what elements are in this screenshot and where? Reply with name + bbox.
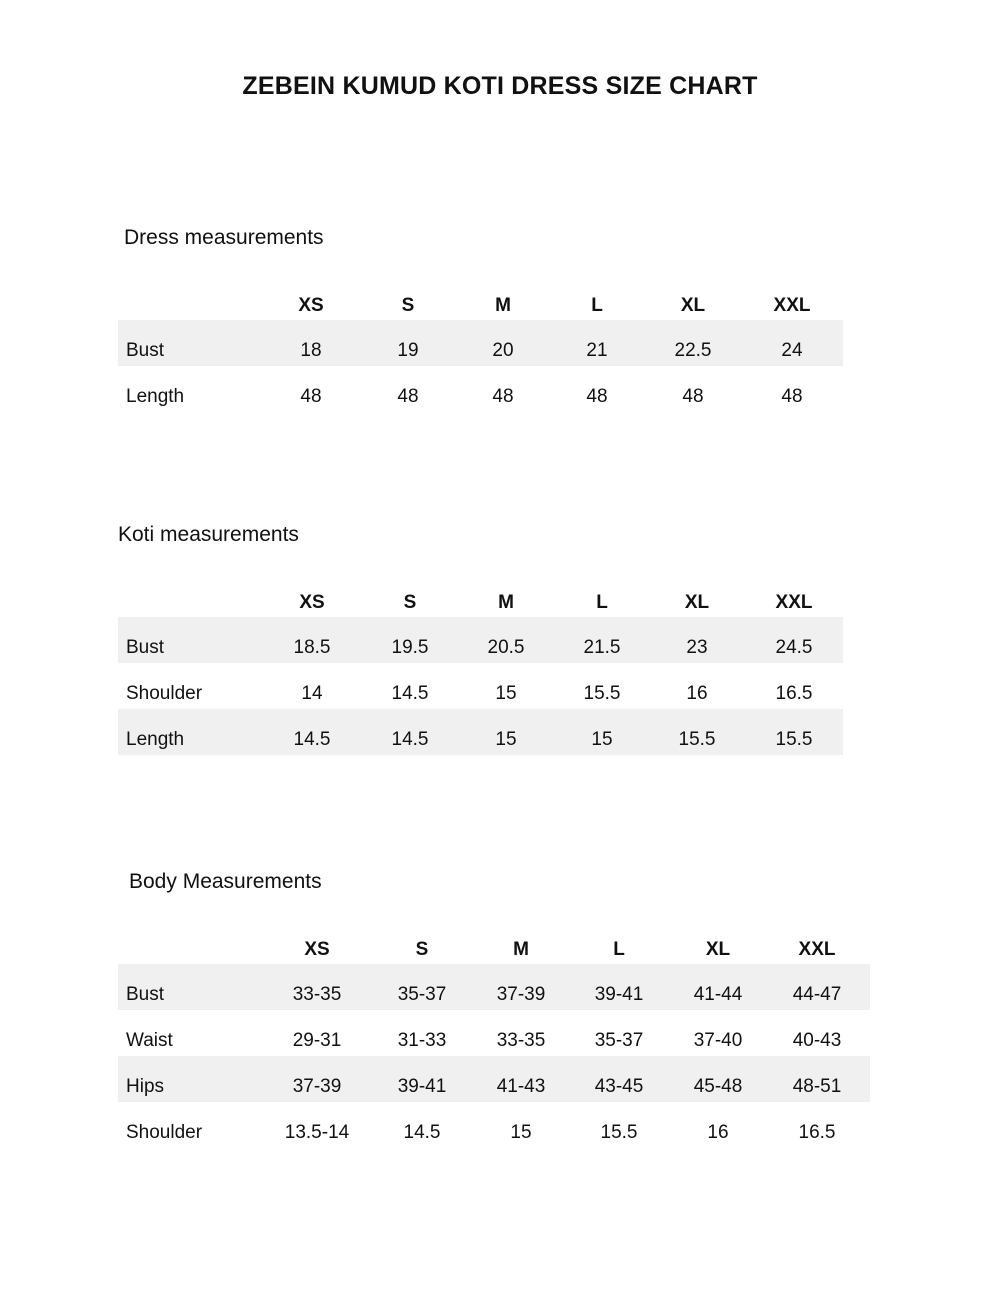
table-cell: 48 — [781, 386, 803, 407]
table-row: Hips 37-39 39-41 41-43 43-45 45-48 48-51 — [118, 1056, 870, 1102]
size-header: XS — [298, 295, 324, 316]
size-header: XXL — [773, 295, 811, 316]
table-cell: 21.5 — [583, 637, 621, 658]
table-cell: 16 — [686, 683, 708, 704]
section-heading: Dress measurements — [124, 226, 324, 249]
section-heading: Body Measurements — [129, 870, 322, 893]
table-cell: 14.5 — [391, 683, 429, 704]
table-cell: 20.5 — [487, 637, 525, 658]
size-header: XXL — [798, 939, 836, 960]
table-cell: 35-37 — [594, 1030, 644, 1051]
row-label: Shoulder — [126, 1122, 203, 1143]
table-cell: 48 — [300, 386, 322, 407]
row-label: Bust — [126, 637, 165, 658]
table-cell: 16.5 — [775, 683, 813, 704]
table-cell: 48 — [586, 386, 608, 407]
table-cell: 14 — [301, 683, 323, 704]
size-header: S — [401, 295, 415, 316]
table-cell: 41-44 — [693, 984, 743, 1005]
table-cell: 14.5 — [391, 729, 429, 750]
table-cell: 14.5 — [293, 729, 331, 750]
table-row: Bust 18.5 19.5 20.5 21.5 23 24.5 — [118, 617, 843, 663]
table-cell: 48 — [397, 386, 419, 407]
table-cell: 43-45 — [594, 1076, 644, 1097]
table-cell: 44-47 — [792, 984, 842, 1005]
table-cell: 14.5 — [403, 1122, 441, 1143]
table-row: Shoulder 13.5-14 14.5 15 15.5 16 16.5 — [118, 1102, 870, 1148]
table-row: Waist 29-31 31-33 33-35 35-37 37-40 40-43 — [118, 1010, 870, 1056]
table-cell: 33-35 — [292, 984, 342, 1005]
table-cell: 37-39 — [292, 1076, 342, 1097]
table-cell: 19 — [397, 340, 419, 361]
table-cell: 48 — [682, 386, 704, 407]
table-cell: 15.5 — [678, 729, 716, 750]
table-cell: 15.5 — [600, 1122, 638, 1143]
size-header: L — [591, 295, 603, 316]
size-header: M — [513, 939, 529, 960]
size-header: L — [596, 592, 608, 613]
table-cell: 39-41 — [594, 984, 644, 1005]
size-header: S — [415, 939, 429, 960]
table-row: Length 48 48 48 48 48 48 — [118, 366, 843, 412]
table-cell: 16.5 — [798, 1122, 836, 1143]
row-label: Bust — [126, 984, 165, 1005]
table-cell: 48-51 — [792, 1076, 842, 1097]
table-cell: 37-39 — [496, 984, 546, 1005]
table-cell: 29-31 — [292, 1030, 342, 1051]
table-cell: 15.5 — [583, 683, 621, 704]
size-header: XS — [299, 592, 325, 613]
table-row: Length 14.5 14.5 15 15 15.5 15.5 — [118, 709, 843, 755]
size-header: XS — [304, 939, 330, 960]
table-cell: 24.5 — [775, 637, 813, 658]
table-cell: 15 — [495, 729, 517, 750]
table-cell: 40-43 — [792, 1030, 842, 1051]
table-cell: 31-33 — [397, 1030, 447, 1051]
size-header: L — [613, 939, 625, 960]
table-cell: 21 — [586, 340, 608, 361]
table-cell: 41-43 — [496, 1076, 546, 1097]
size-header: M — [495, 295, 511, 316]
table-cell: 37-40 — [693, 1030, 743, 1051]
row-label: Bust — [126, 340, 165, 361]
table-cell: 18 — [300, 340, 322, 361]
row-label: Hips — [126, 1076, 165, 1097]
size-header: S — [403, 592, 417, 613]
table-cell: 22.5 — [674, 340, 712, 361]
table-cell: 15 — [495, 683, 517, 704]
size-header: XL — [680, 295, 706, 316]
row-label: Shoulder — [126, 683, 203, 704]
table-cell: 19.5 — [391, 637, 429, 658]
table-cell: 35-37 — [397, 984, 447, 1005]
size-header: M — [498, 592, 514, 613]
table-cell: 20 — [492, 340, 514, 361]
row-label: Length — [126, 386, 185, 407]
table-cell: 39-41 — [397, 1076, 447, 1097]
table-cell: 48 — [492, 386, 514, 407]
table-row: Bust 33-35 35-37 37-39 39-41 41-44 44-47 — [118, 964, 870, 1010]
table-cell: 15.5 — [775, 729, 813, 750]
table-cell: 33-35 — [496, 1030, 546, 1051]
row-label: Waist — [126, 1030, 173, 1051]
table-row: Bust 18 19 20 21 22.5 24 — [118, 320, 843, 366]
row-label: Length — [126, 729, 185, 750]
size-header: XL — [705, 939, 731, 960]
page-title: ZEBEIN KUMUD KOTI DRESS SIZE CHART — [242, 72, 758, 100]
table-cell: 45-48 — [693, 1076, 743, 1097]
size-header: XL — [684, 592, 710, 613]
table-cell: 24 — [781, 340, 803, 361]
table-cell: 13.5-14 — [284, 1122, 350, 1143]
table-cell: 23 — [686, 637, 708, 658]
table-row: Shoulder 14 14.5 15 15.5 16 16.5 — [118, 663, 843, 709]
table-cell: 15 — [510, 1122, 532, 1143]
section-heading: Koti measurements — [118, 523, 299, 546]
size-header: XXL — [775, 592, 813, 613]
table-cell: 15 — [591, 729, 613, 750]
table-cell: 16 — [707, 1122, 729, 1143]
table-cell: 18.5 — [293, 637, 331, 658]
